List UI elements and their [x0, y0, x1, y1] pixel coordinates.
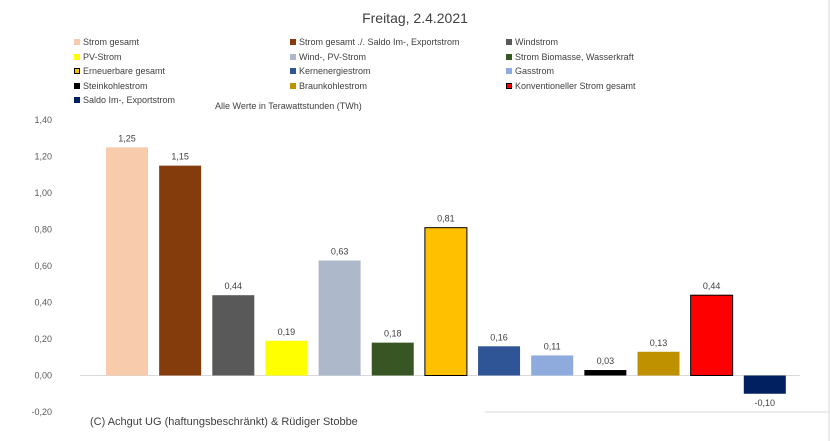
chart-title: Freitag, 2.4.2021 [362, 10, 468, 26]
legend-swatch [74, 82, 80, 89]
legend-swatch [506, 68, 512, 75]
legend-item: Strom Biomasse, Wasserkraft [506, 52, 634, 62]
legend-label: Strom gesamt ./. Saldo Im-, Exportstrom [299, 37, 460, 47]
y-tick-label: 0,80 [34, 225, 52, 235]
bar [212, 295, 255, 376]
legend-label: PV-Strom [83, 51, 122, 62]
legend-swatch [290, 68, 296, 75]
data-label: 1,15 [171, 152, 189, 162]
bar [424, 227, 468, 376]
legend-swatch [74, 68, 80, 75]
legend-label: Saldo Im-, Exportstrom [83, 95, 176, 106]
data-label: 0,16 [490, 332, 508, 342]
legend-label: Windstrom [515, 37, 559, 47]
y-tick-label: 1,20 [34, 152, 52, 162]
copyright-note: (C) Achgut UG (haftungsbeschränkt) & Rüd… [90, 416, 358, 428]
legend-label: Braunkohlestrom [299, 80, 368, 91]
data-label: 0,13 [650, 338, 668, 348]
legend-swatch [506, 39, 512, 45]
legend-label: Strom gesamt [83, 37, 140, 47]
legend-swatch [290, 53, 296, 60]
legend-label: Steinkohlestrom [83, 80, 148, 91]
legend: Strom gesamt Strom gesamt ./. Saldo Im-, … [74, 37, 694, 112]
bar [531, 355, 574, 376]
legend-label: Kernenergiestrom [299, 66, 371, 77]
bar [265, 340, 308, 376]
legend-swatch [74, 97, 80, 104]
legend-item: PV-Strom [74, 52, 122, 62]
legend-item: Strom gesamt ./. Saldo Im-, Exportstrom [290, 37, 460, 47]
legend-item: Konventioneller Strom gesamt [506, 81, 636, 91]
legend-item: Saldo Im-, Exportstrom [74, 95, 175, 105]
legend-swatch [290, 39, 296, 45]
bar [371, 342, 414, 376]
legend-swatch [290, 82, 296, 89]
bar-group [106, 147, 786, 394]
data-label: 0,03 [597, 356, 615, 366]
legend-item: Windstrom [506, 37, 558, 47]
y-tick-label: 1,40 [34, 115, 52, 125]
data-label: -0,10 [755, 398, 776, 408]
y-tick-label: 1,00 [34, 188, 52, 198]
data-label: 0,44 [225, 281, 243, 291]
bar [106, 147, 148, 376]
data-label: 0,18 [384, 329, 402, 339]
legend-item: Kernenergiestrom [290, 66, 371, 76]
bar [637, 351, 680, 376]
bar [159, 165, 202, 376]
legend-item: Erneuerbare gesamt [74, 66, 165, 76]
y-tick-label: 0,40 [34, 298, 52, 308]
bar [478, 346, 521, 376]
y-tick-label: -0,20 [31, 407, 52, 417]
legend-label: Wind-, PV-Strom [299, 51, 367, 62]
legend-label: Strom Biomasse, Wasserkraft [515, 51, 634, 62]
legend-label: Gasstrom [515, 66, 555, 77]
legend-swatch [506, 82, 512, 89]
bar [584, 370, 627, 376]
bar [318, 260, 361, 376]
data-label: 0,11 [544, 341, 561, 351]
y-tick-label: 0,60 [34, 261, 52, 271]
legend-item: Braunkohlestrom [290, 81, 367, 91]
data-label: 1,25 [118, 133, 136, 143]
data-label: 0,63 [331, 247, 349, 257]
y-tick-label: 0,00 [34, 371, 52, 381]
legend-item: Strom gesamt [74, 37, 139, 47]
legend-swatch [74, 53, 80, 60]
bar [743, 375, 786, 394]
data-label: 0,44 [703, 281, 721, 291]
legend-swatch [506, 53, 512, 60]
legend-item: Wind-, PV-Strom [290, 52, 366, 62]
legend-label: Erneuerbare gesamt [83, 66, 166, 77]
data-labels: 1,25 1,15 0,44 0,19 0,63 0,18 0,81 0,16 0,11 0,03… [118, 133, 775, 407]
unit-subtitle: Alle Werte in Terawattstunden (TWh) [215, 101, 362, 111]
legend-item: Gasstrom [506, 66, 554, 76]
data-label: 0,19 [278, 327, 296, 337]
data-label: 0,81 [437, 214, 455, 224]
legend-swatch [74, 39, 80, 45]
bar [690, 294, 734, 377]
y-tick-label: 0,20 [34, 334, 52, 344]
legend-label: Konventioneller Strom gesamt [515, 80, 636, 91]
legend-item: Steinkohlestrom [74, 81, 148, 91]
